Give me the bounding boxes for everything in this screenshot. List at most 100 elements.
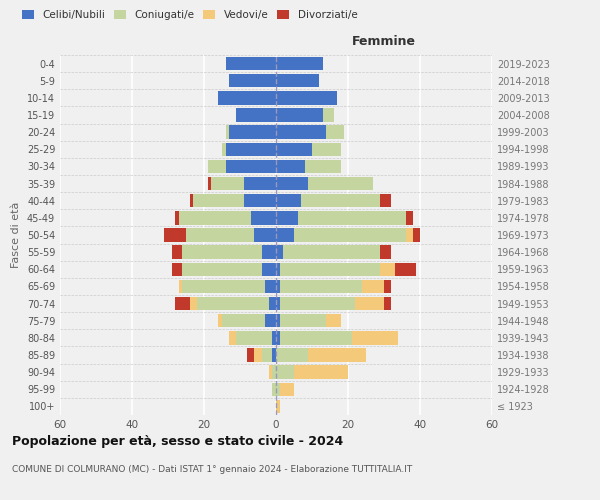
Bar [380,262,395,276]
Bar [308,348,366,362]
Bar [226,126,229,139]
Bar [280,280,362,293]
Bar [272,348,276,362]
Bar [190,297,197,310]
Bar [254,228,276,241]
Bar [276,74,319,88]
Bar [222,314,265,328]
Bar [172,246,182,259]
Bar [276,262,280,276]
Bar [254,348,262,362]
Bar [193,194,244,207]
Bar [406,228,413,241]
Bar [276,297,280,310]
Bar [244,177,276,190]
Bar [262,246,276,259]
Bar [269,297,276,310]
Bar [222,142,226,156]
Bar [406,211,413,224]
Bar [208,177,211,190]
Bar [276,211,298,224]
Bar [265,280,276,293]
Bar [179,211,251,224]
Bar [226,142,276,156]
Bar [211,177,244,190]
Bar [283,246,380,259]
Bar [312,142,341,156]
Bar [276,314,280,328]
Bar [280,314,326,328]
Bar [355,297,384,310]
Bar [190,194,193,207]
Bar [208,160,226,173]
Bar [229,74,276,88]
Bar [326,126,344,139]
Bar [236,331,272,344]
Bar [226,57,276,70]
Bar [380,194,391,207]
Bar [276,228,294,241]
Bar [276,400,280,413]
Bar [276,246,283,259]
Bar [323,108,334,122]
Bar [384,297,391,310]
Bar [276,57,323,70]
Bar [276,142,312,156]
Bar [272,382,276,396]
Bar [182,246,262,259]
Bar [262,348,272,362]
Bar [301,194,380,207]
Bar [276,126,326,139]
Bar [352,331,398,344]
Bar [305,160,341,173]
Bar [272,366,276,379]
Bar [280,382,294,396]
Legend: Celibi/Nubili, Coniugati/e, Vedovi/e, Divorziati/e: Celibi/Nubili, Coniugati/e, Vedovi/e, Di… [22,10,358,20]
Bar [280,262,380,276]
Bar [272,331,276,344]
Bar [308,177,373,190]
Text: Popolazione per età, sesso e stato civile - 2024: Popolazione per età, sesso e stato civil… [12,435,343,448]
Bar [276,160,305,173]
Bar [280,331,352,344]
Bar [395,262,416,276]
Bar [276,348,308,362]
Bar [229,126,276,139]
Bar [276,382,280,396]
Bar [413,228,420,241]
Bar [380,246,391,259]
Bar [175,297,190,310]
Bar [218,314,222,328]
Bar [276,331,280,344]
Bar [197,297,269,310]
Bar [276,366,294,379]
Bar [276,177,308,190]
Bar [247,348,254,362]
Bar [262,262,276,276]
Bar [269,366,272,379]
Bar [362,280,384,293]
Bar [218,91,276,104]
Bar [244,194,276,207]
Bar [251,211,276,224]
Bar [172,262,182,276]
Bar [182,262,262,276]
Bar [186,228,254,241]
Text: COMUNE DI COLMURANO (MC) - Dati ISTAT 1° gennaio 2024 - Elaborazione TUTTITALIA.: COMUNE DI COLMURANO (MC) - Dati ISTAT 1°… [12,465,412,474]
Bar [276,194,301,207]
Bar [175,211,179,224]
Bar [229,331,236,344]
Text: Femmine: Femmine [352,35,416,48]
Bar [294,228,406,241]
Bar [182,280,265,293]
Bar [164,228,186,241]
Bar [280,297,355,310]
Bar [276,91,337,104]
Bar [276,108,323,122]
Bar [294,366,348,379]
Bar [384,280,391,293]
Bar [326,314,341,328]
Y-axis label: Fasce di età: Fasce di età [11,202,21,268]
Bar [298,211,406,224]
Bar [276,280,280,293]
